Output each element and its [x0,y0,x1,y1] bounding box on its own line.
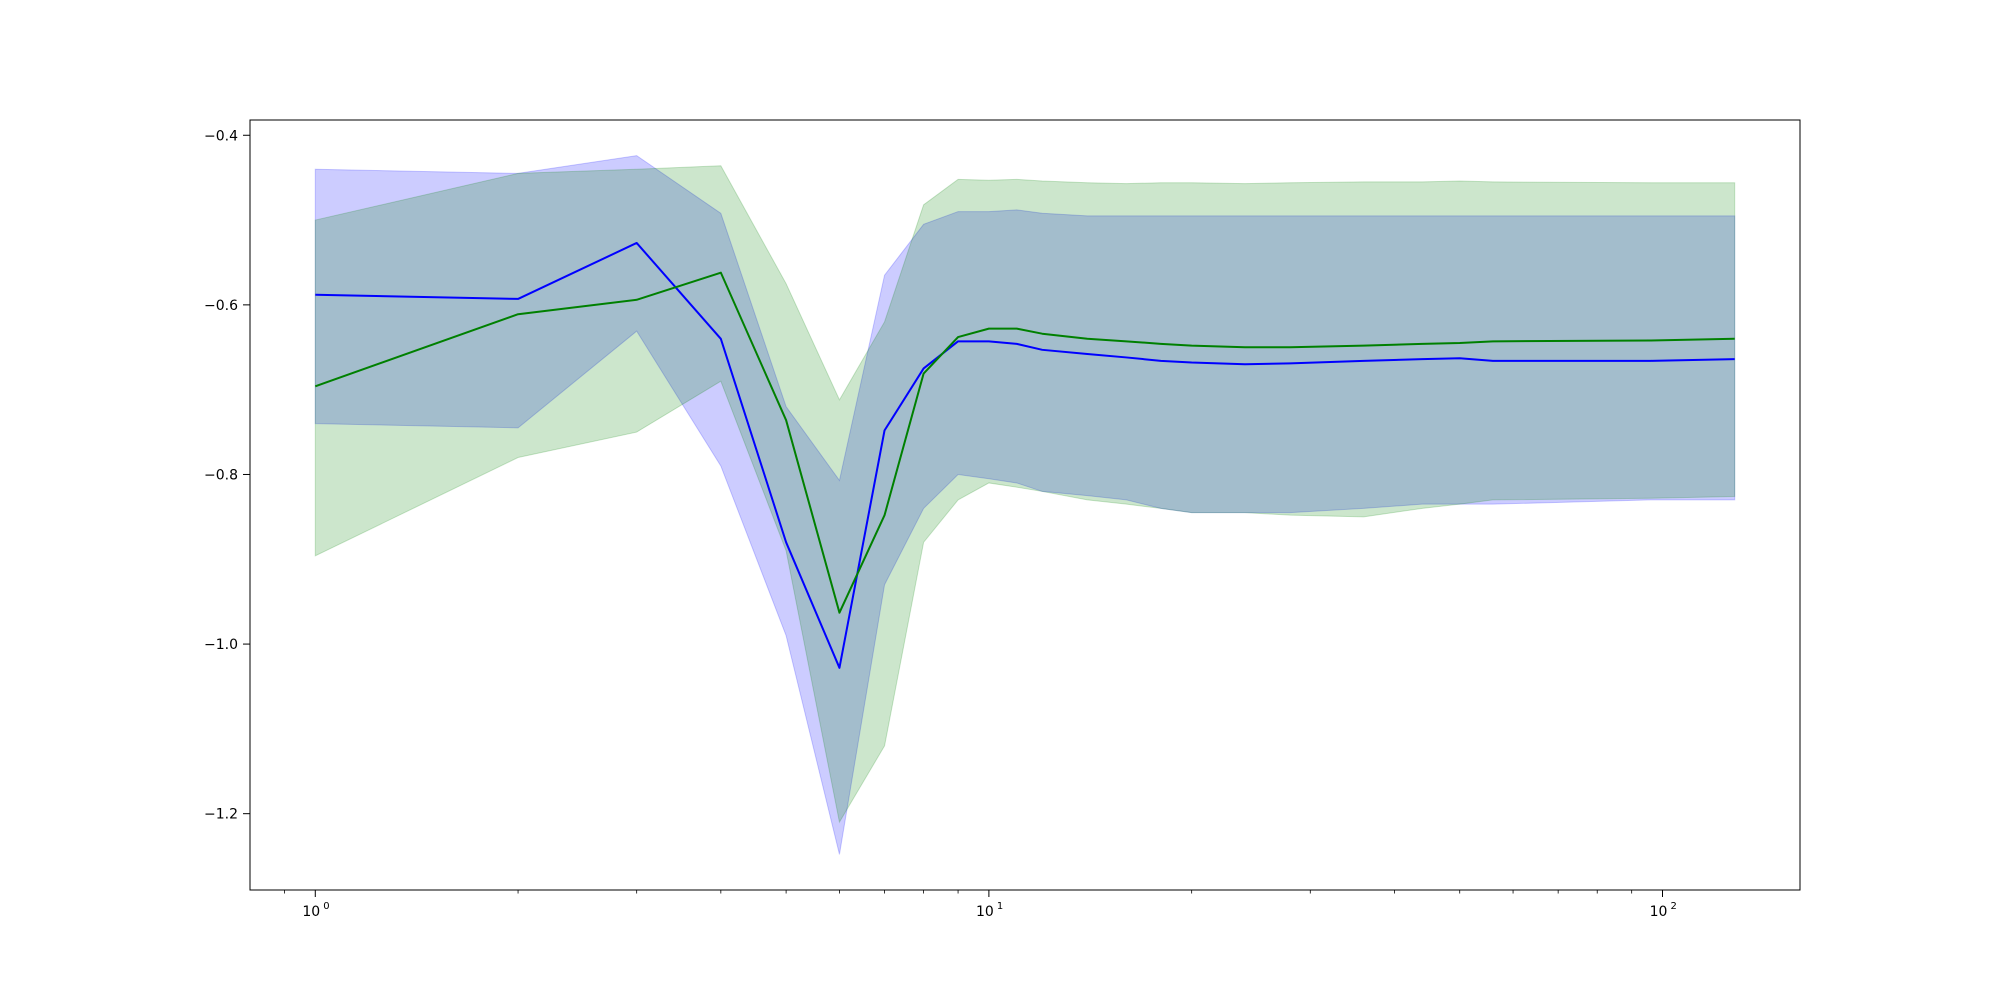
y-tick-label: −0.6 [204,298,238,314]
y-axis: −0.4 −0.6 −0.8 −1.0 −1.2 [204,128,250,823]
y-tick-label: −0.8 [204,467,238,483]
series-1-line [314,271,1735,614]
plot-frame [249,119,1801,891]
y-tick-label: −1.2 [204,807,238,823]
x-axis: 10 0 10 1 10 2 [284,890,1677,920]
x-tick-label: 10 [976,904,994,920]
y-tick-label: −0.4 [204,128,238,144]
series-lines [314,241,1735,669]
x-tick-exponent: 0 [323,901,329,912]
series-1-band [314,165,1736,824]
x-tick-exponent: 2 [1671,901,1677,912]
series-0-line [315,241,1735,669]
x-tick-label: 10 [302,904,320,920]
x-tick-exponent: 1 [997,901,1003,912]
x-tick-label: 10 [1650,904,1668,920]
confidence-bands [314,155,1736,855]
series-0-band [314,155,1736,855]
y-tick-label: −1.0 [204,637,238,653]
